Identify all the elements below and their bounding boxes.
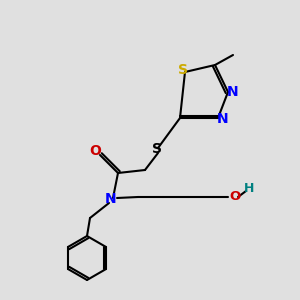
Text: S: S (152, 142, 162, 156)
Text: S: S (178, 63, 188, 77)
Text: N: N (227, 85, 239, 99)
Text: H: H (244, 182, 254, 196)
Text: N: N (217, 112, 229, 126)
Text: O: O (89, 144, 101, 158)
Text: O: O (230, 190, 241, 203)
Text: N: N (105, 192, 117, 206)
